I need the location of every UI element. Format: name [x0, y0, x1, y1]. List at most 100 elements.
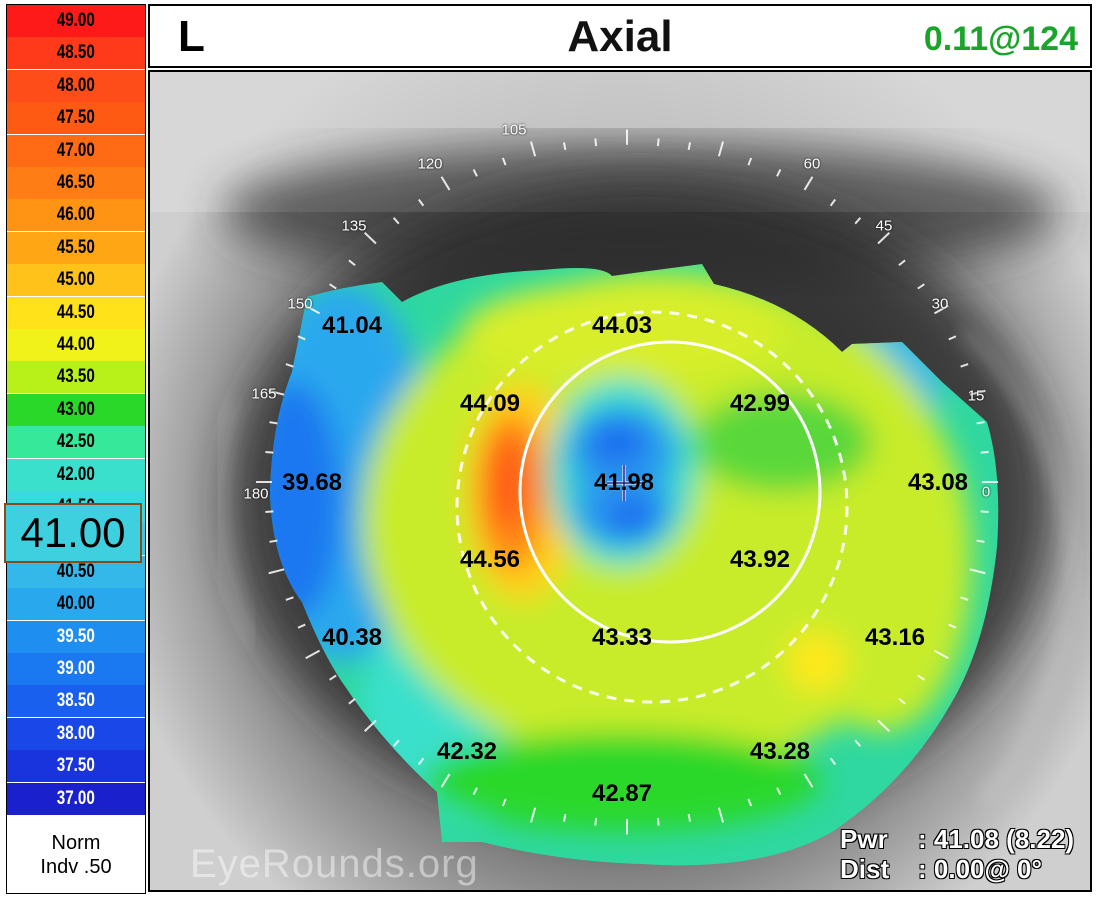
axis-tick [898, 259, 906, 267]
scale-cell: 43.00 [7, 393, 145, 426]
axis-tick [960, 363, 969, 368]
scale-cell-label: 46.50 [56, 172, 96, 193]
scale-cell-label: 49.00 [56, 10, 96, 31]
power-label: Pwr [840, 824, 888, 854]
scale-cell-label: 48.00 [56, 74, 96, 96]
corneal-map[interactable]: 41.04 44.03 44.09 42.99 39.68 41.98 43.08 44.56… [148, 70, 1092, 892]
power-value-label: 39.68 [281, 469, 343, 496]
axis-tick [687, 142, 692, 151]
scale-cell: 42.00 [7, 458, 145, 491]
axis-tick [717, 807, 724, 823]
map-header: L Axial 0.11@124 [148, 4, 1092, 68]
power-value-label: 42.87 [591, 780, 653, 807]
axis-tick [656, 138, 660, 147]
axis-tick [717, 141, 724, 157]
axis-tick [969, 568, 986, 575]
scale-cell-label: 43.00 [56, 398, 96, 420]
power-value-label: 42.99 [729, 390, 791, 417]
scale-cell: 45.00 [7, 264, 145, 297]
scale-cell: 37.50 [7, 750, 145, 783]
axis-tick [803, 176, 814, 191]
axis-tick [268, 568, 285, 575]
axis-tick [501, 798, 507, 807]
scale-cell-label: 38.50 [56, 690, 96, 712]
scale-cell: 37.00 [7, 782, 145, 815]
power-value-label: 43.92 [729, 546, 791, 573]
axis-tick [980, 450, 989, 454]
scale-cell-label: 48.50 [56, 42, 96, 64]
axis-tick [594, 817, 598, 826]
scale-cell-label: 39.50 [56, 625, 96, 647]
axis-tick [562, 142, 567, 151]
current-value-indicator[interactable]: 41.00 [4, 503, 142, 563]
scale-cell-label: 44.50 [56, 301, 96, 323]
scale-cell-label: 39.00 [56, 658, 96, 679]
axis-tick [776, 787, 782, 795]
scale-cell: 39.00 [7, 653, 145, 685]
axis-tick [803, 773, 814, 788]
axis-tick [594, 138, 598, 147]
axis-tick [285, 363, 294, 368]
interval-label: Indv .50 [40, 856, 112, 878]
axis-tick [472, 169, 478, 177]
axis-tick [363, 719, 377, 732]
degree-label: 180 [243, 485, 269, 503]
scale-cell-label: 47.50 [56, 107, 96, 129]
axis-tick [854, 217, 862, 225]
distance-label: Dist [840, 854, 890, 884]
axis-tick [960, 596, 969, 601]
axis-tick [501, 157, 507, 166]
degree-label: 15 [967, 387, 985, 405]
power-value-label: 44.09 [459, 390, 521, 417]
power-value-label: 43.16 [864, 624, 926, 651]
axis-tick [440, 773, 451, 788]
axis-tick [917, 674, 925, 681]
axis-tick [297, 623, 306, 629]
scale-cell: 43.50 [7, 361, 145, 394]
degree-label: 60 [803, 155, 821, 173]
power-value-label: 43.33 [591, 624, 653, 651]
scale-cell-label: 40.00 [56, 593, 96, 615]
axis-tick [265, 450, 274, 454]
scale-cell-label: 43.50 [56, 366, 96, 388]
power-value-label: 44.56 [459, 546, 521, 573]
watermark: EyeRounds.org [190, 842, 479, 886]
eye-side-label: L [178, 12, 205, 61]
power-value-label: 43.08 [907, 469, 969, 496]
scale-cell: 47.50 [7, 102, 145, 135]
corneal-map-graphic [150, 72, 1090, 890]
axis-tick [877, 719, 891, 732]
scale-cell-label: 44.00 [56, 334, 96, 355]
axis-tick [747, 798, 753, 807]
scale-cell: 46.00 [7, 199, 145, 232]
scale-cell: 42.50 [7, 426, 145, 459]
axis-tick [329, 283, 337, 290]
axis-tick [440, 176, 451, 191]
scale-cell-label: 37.50 [56, 755, 96, 777]
axis-tick [933, 304, 949, 315]
scale-cell: 38.00 [7, 717, 145, 750]
power-value-label: 44.03 [591, 312, 653, 339]
axis-tick [348, 697, 356, 705]
power-value-label: 41.04 [321, 312, 383, 339]
astigmatism-readout: 0.11@124 [923, 20, 1078, 58]
axis-tick [933, 649, 949, 660]
scale-cell: 48.50 [7, 37, 145, 70]
axis-tick [269, 539, 278, 543]
axis-tick [776, 169, 782, 177]
axis-tick [976, 421, 985, 425]
scale-cell-label: 40.50 [56, 560, 96, 582]
scale-cell: 40.50 [7, 555, 145, 588]
power-value-label: 40.38 [321, 624, 383, 651]
scale-cell: 47.00 [7, 134, 145, 167]
distance-value: : 0.00@ 0° [918, 854, 1042, 884]
scale-cell: 38.50 [7, 685, 145, 718]
axis-tick [265, 510, 274, 514]
axis-tick [917, 283, 925, 290]
axis-tick [348, 259, 356, 267]
axis-tick [687, 813, 692, 822]
scale-cell: 44.00 [7, 329, 145, 361]
degree-label: 45 [875, 217, 893, 235]
axis-tick [417, 757, 425, 766]
